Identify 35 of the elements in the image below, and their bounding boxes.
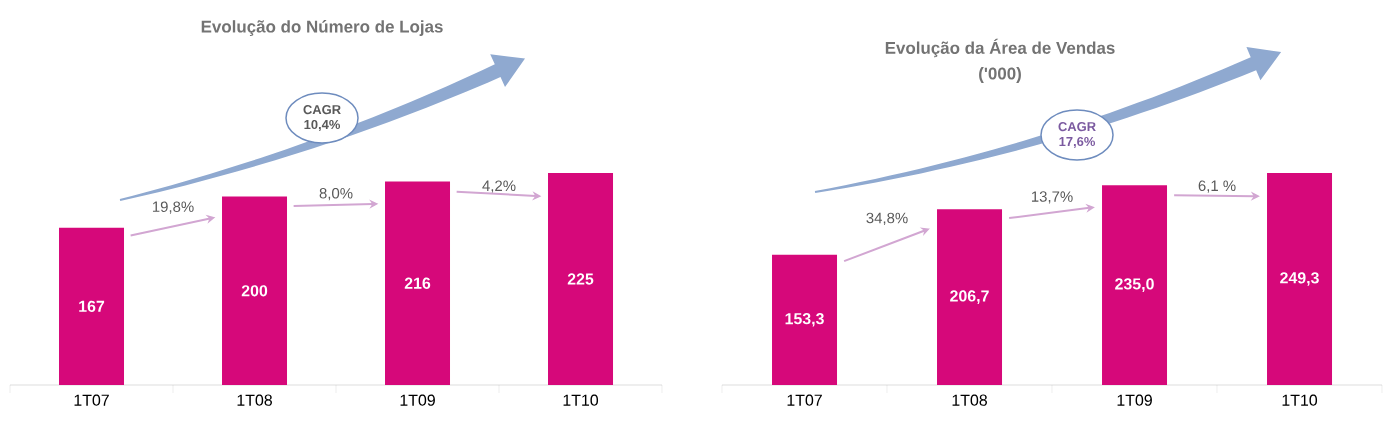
text: CAGR 17,6%: [1058, 122, 1096, 148]
chart-subtitle: ('000): [979, 67, 1021, 83]
bar: [548, 173, 614, 385]
annotation: 19,8%: [152, 201, 194, 214]
bar: [772, 254, 838, 385]
x-tick-label: 1T07: [74, 394, 109, 406]
annotation: 8,0%: [319, 188, 353, 201]
x-tick-label: 1T09: [1117, 394, 1152, 406]
x-tick-label: 1T08: [952, 394, 987, 406]
x-tick-label: 1T08: [237, 394, 272, 406]
bar: [1102, 185, 1168, 385]
annotation: 13,7%: [1031, 191, 1073, 204]
x-tick-label: 1T09: [400, 394, 435, 406]
x-tick-label: 1T10: [1282, 394, 1318, 406]
data-label: 153,3: [785, 313, 824, 327]
data-label: 200: [241, 285, 268, 297]
chart-title: Evolução do Número de Lojas: [201, 20, 443, 36]
annotation: 4,2%: [482, 180, 516, 193]
data-label: 206,7: [950, 290, 989, 304]
data-label: 216: [404, 277, 431, 289]
bar: [937, 209, 1003, 385]
data-label: 167: [79, 300, 105, 312]
bar: [1267, 173, 1333, 385]
data-label: 249,3: [1280, 272, 1319, 286]
bar: [385, 181, 451, 385]
data-label: 235,0: [1115, 278, 1154, 292]
bar: [59, 227, 125, 385]
chart-title: Evolução da Área de Vendas: [885, 38, 1115, 58]
text: CAGR 10,4%: [303, 105, 341, 131]
x-tick-label: 1T07: [787, 394, 822, 406]
x-tick-label: 1T10: [563, 394, 599, 406]
annotation: 6,1 %: [1198, 180, 1236, 193]
bar: [222, 196, 288, 385]
annotation: 34,8%: [866, 212, 908, 226]
data-label: 225: [567, 273, 594, 285]
